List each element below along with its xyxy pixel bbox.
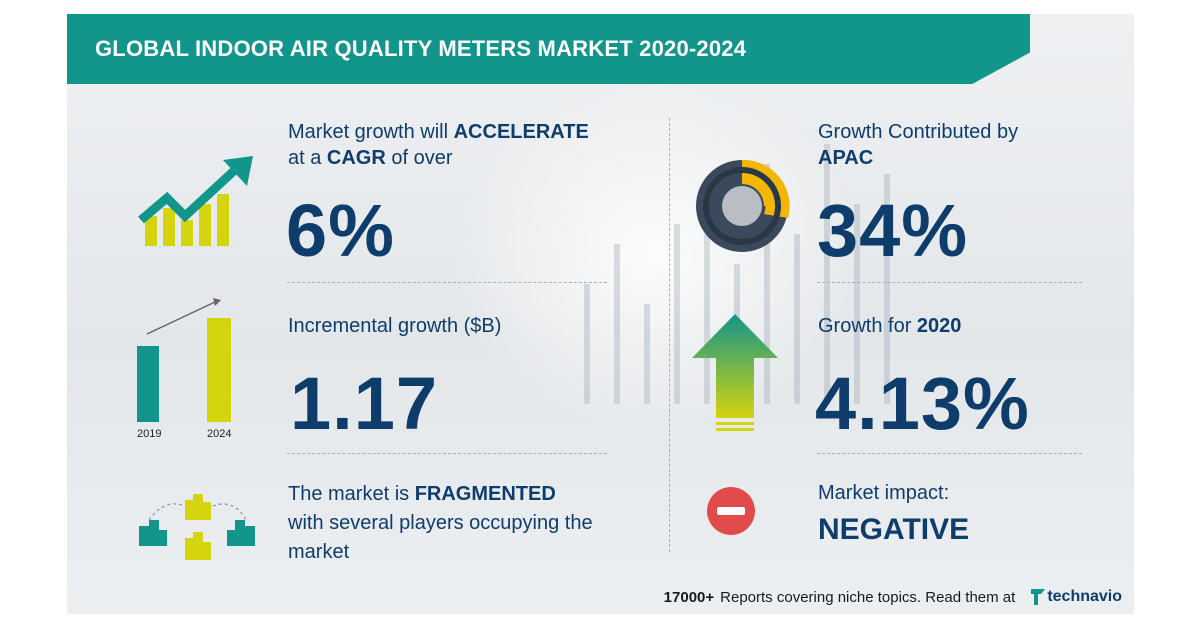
technavio-logo[interactable]: technavio: [1031, 588, 1122, 606]
structure-text: The market is FRAGMENTED with several pl…: [288, 483, 593, 563]
impact-label: Market impact:: [818, 482, 950, 504]
page-title: GLOBAL INDOOR AIR QUALITY METERS MARKET …: [95, 36, 747, 61]
region-text: Growth Contributed by APAC: [818, 121, 1019, 169]
fragmented-market-icon: [139, 494, 255, 560]
vertical-divider: [669, 118, 670, 552]
impact-value: NEGATIVE: [818, 513, 970, 546]
apac-strong: APAC: [818, 147, 874, 169]
region-donut-icon: [696, 159, 790, 252]
divider-right-2: [817, 453, 1082, 454]
divider-right-1: [817, 282, 1082, 283]
accelerate-strong: ACCELERATE: [453, 121, 589, 143]
divider-left-2: [287, 453, 607, 454]
title-banner: GLOBAL INDOOR AIR QUALITY METERS MARKET …: [67, 14, 1030, 84]
yoy-value: 4.13%: [815, 362, 1030, 445]
region-value: 34%: [817, 189, 969, 272]
cagr-value: 6%: [286, 189, 395, 272]
cagr-strong: CAGR: [326, 147, 386, 169]
year-start-label: 2019: [137, 428, 162, 440]
footer-text: Reports covering niche topics. Read them…: [720, 588, 1016, 606]
report-count: 17000+: [663, 588, 715, 606]
negative-impact-icon: [707, 487, 755, 535]
infographic-card: GLOBAL INDOOR AIR QUALITY METERS MARKET …: [67, 14, 1134, 614]
up-arrow-icon: [692, 314, 778, 431]
footer-banner: 17000+ Reports covering niche topics. Re…: [664, 588, 1122, 606]
incremental-bars-icon: [137, 298, 231, 422]
year-end-label: 2024: [207, 428, 232, 440]
divider-left-1: [287, 282, 607, 283]
incremental-label: Incremental growth ($B): [288, 315, 502, 337]
incremental-value: 1.17: [290, 362, 439, 445]
fragmented-strong: FRAGMENTED: [414, 483, 556, 505]
brand-name: technavio: [1047, 588, 1122, 605]
growth-trend-icon: [138, 156, 253, 246]
yoy-label: Growth for 2020: [818, 315, 962, 337]
background-glow: [447, 74, 867, 434]
logo-mark-icon: [1031, 589, 1046, 605]
cagr-text: Market growth will ACCELERATE at a CAGR …: [288, 121, 589, 169]
yoy-year-strong: 2020: [916, 315, 962, 337]
